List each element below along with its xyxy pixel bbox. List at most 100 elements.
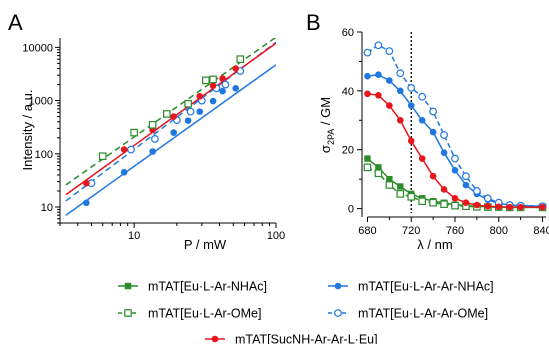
chart-b-ytick-label: 20: [342, 145, 354, 157]
legend-label: mTAT[Eu·L-Ar-Ar-NHAc]: [358, 280, 494, 294]
chart-a-fit-lines: [65, 38, 276, 216]
chart-b-point: [418, 116, 426, 124]
chart-b-series: [363, 41, 547, 211]
chart-b-point: [451, 201, 459, 210]
chart-a-series: [98, 55, 245, 161]
chart-a-point: [209, 97, 217, 105]
chart-b-xtick-label: 760: [446, 225, 464, 237]
chart-b-point: [451, 167, 459, 174]
chart-b-point: [396, 69, 405, 78]
chart-b-ytick-label: 0: [348, 204, 354, 216]
legend-marker: [334, 282, 342, 290]
chart-a-point: [149, 148, 156, 155]
chart-b-point: [386, 77, 393, 84]
chart-b: 680 720 760 800 840 0 20 40 60: [342, 27, 549, 237]
chart-a-point: [130, 128, 138, 137]
legend-item: mTAT[SucNH-Ar-Ar-L·Eu]: [205, 333, 378, 344]
chart-a-ytick-label: 10: [41, 202, 53, 214]
chart-a-series: [87, 67, 245, 188]
chart-a-series: [83, 85, 240, 207]
chart-b-point: [429, 128, 437, 136]
chart-a-point: [170, 113, 178, 120]
panel-label-b: B: [306, 10, 321, 35]
legend-label: mTAT[Eu·L-Ar-OMe]: [148, 307, 261, 321]
chart-b-ytick-label: 40: [342, 86, 354, 98]
chart-b-point: [374, 169, 383, 178]
chart-b-xtick-label: 720: [402, 225, 420, 237]
chart-a-point: [148, 121, 157, 129]
chart-b-point: [440, 149, 448, 156]
chart-b-point: [396, 190, 405, 198]
chart-b-point: [364, 155, 371, 162]
chart-a-point: [219, 87, 226, 95]
chart-a-point: [221, 80, 230, 89]
panel-label-a: A: [8, 10, 23, 35]
chart-b-series: [364, 90, 546, 211]
chart-b-point: [418, 155, 426, 162]
chart-b-ytick-label: 60: [342, 27, 354, 39]
legend: mTAT[Eu·L-Ar-NHAc] mTAT[Eu·L-Ar-Ar-NHAc] m…: [118, 280, 494, 344]
chart-a-point: [184, 117, 192, 124]
chart-b-point: [397, 183, 404, 190]
chart-a-point: [163, 110, 171, 118]
legend-label: mTAT[Eu·L-Ar-Ar-OMe]: [358, 307, 488, 321]
chart-b-series-line: [367, 93, 543, 208]
chart-a-point: [184, 99, 192, 108]
chart-b-point: [363, 163, 372, 172]
chart-b-point: [418, 197, 426, 206]
chart-b-ylabel: σ2PA / GM: [318, 97, 336, 153]
chart-a-point: [120, 146, 128, 153]
chart-b-point: [385, 47, 394, 56]
chart-b-point: [495, 203, 503, 211]
chart-a-fit-line: [65, 41, 276, 202]
chart-b-ylabel-unit: / GM: [318, 97, 333, 129]
chart-b-point: [451, 194, 459, 202]
chart-a-xlabel: P / mW: [184, 237, 227, 252]
chart-a-point: [83, 199, 90, 207]
chart-a-point: [98, 152, 107, 161]
chart-b-point: [483, 194, 492, 203]
chart-b-point: [375, 71, 382, 78]
chart-a-fit-line: [65, 42, 276, 196]
chart-b-series-line: [367, 44, 543, 207]
chart-b-point: [429, 172, 437, 180]
chart-a-point: [120, 168, 128, 176]
legend-marker: [211, 335, 219, 343]
chart-a: 10 100 10 100 1000 10000: [22, 38, 285, 242]
chart-b-point: [407, 193, 416, 201]
chart-b-point: [440, 131, 448, 139]
chart-b-point: [374, 41, 383, 50]
chart-a-point: [196, 108, 204, 115]
chart-a-point: [232, 65, 240, 72]
chart-a-point: [127, 145, 135, 154]
chart-b-point: [484, 202, 492, 210]
chart-b-point: [462, 172, 470, 181]
legend-item: mTAT[Eu·L-Ar-NHAc]: [118, 280, 267, 294]
chart-b-point: [517, 203, 524, 211]
chart-b-point: [396, 87, 404, 95]
chart-a-point: [202, 76, 210, 85]
chart-b-point: [407, 137, 415, 145]
chart-a-point: [236, 55, 245, 63]
chart-b-point: [386, 102, 393, 109]
chart-a-point: [196, 93, 204, 100]
chart-b-point: [462, 199, 470, 206]
legend-item: mTAT[Eu·L-Ar-Ar-NHAc]: [328, 280, 494, 294]
legend-marker: [334, 309, 342, 317]
chart-b-point: [364, 90, 371, 98]
chart-b-point: [440, 186, 448, 193]
chart-b-point: [375, 164, 382, 171]
chart-b-point: [539, 203, 546, 211]
chart-b-xtick-label: 840: [533, 225, 549, 237]
chart-a-point: [83, 179, 90, 187]
chart-b-point: [363, 48, 372, 57]
chart-b-ylabel-sub: 2PA: [326, 129, 336, 145]
chart-a-fit-line: [65, 64, 276, 216]
chart-b-point: [472, 187, 481, 195]
legend-label: mTAT[Eu·L-Ar-NHAc]: [148, 280, 267, 294]
chart-b-xtick-label: 800: [490, 225, 508, 237]
chart-b-series-line: [367, 73, 543, 207]
chart-a-point: [186, 107, 195, 116]
chart-a-ytick-label: 10000: [22, 42, 53, 54]
